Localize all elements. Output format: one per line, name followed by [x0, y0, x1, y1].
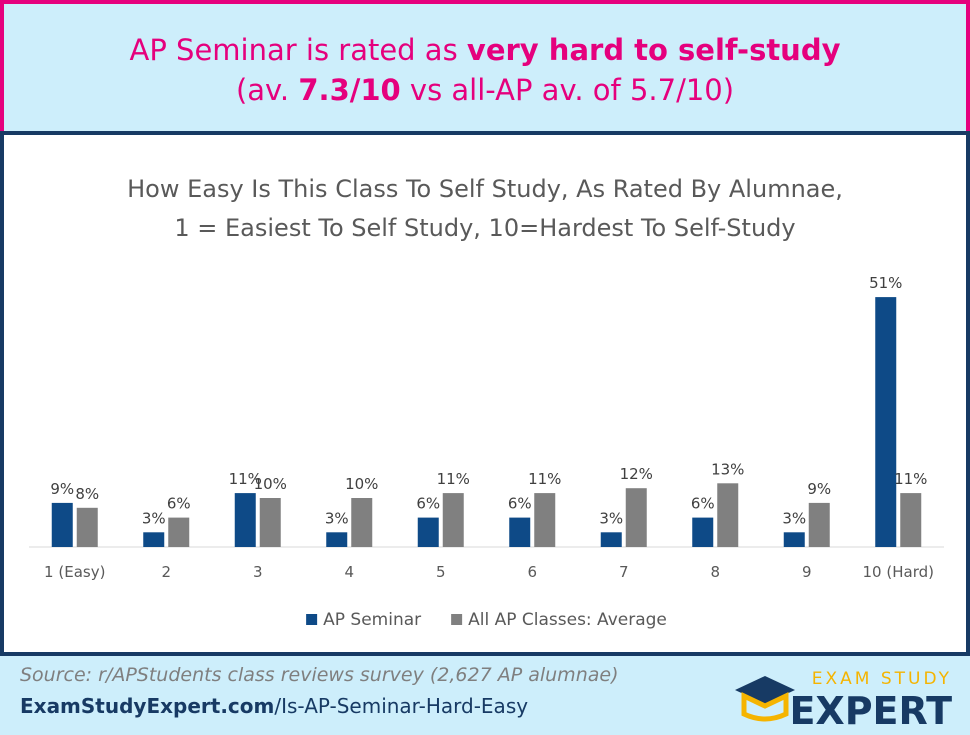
bar — [534, 493, 556, 547]
value-label: 6% — [167, 495, 191, 513]
x-tick-label: 4 — [344, 563, 354, 581]
chart-box: How Easy Is This Class To Self Study, As… — [0, 131, 970, 656]
bar — [51, 502, 73, 547]
bar — [783, 532, 805, 547]
headline-text: vs all-AP av. of 5.7/10) — [400, 73, 735, 107]
value-label: 9% — [50, 480, 74, 498]
legend-swatch — [306, 614, 318, 625]
link-path[interactable]: /Is-AP-Seminar-Hard-Easy — [274, 694, 529, 718]
headline-emphasis: 7.3/10 — [298, 73, 401, 107]
headline-text: (av. — [235, 73, 299, 107]
banner: AP Seminar is rated as very hard to self… — [0, 0, 970, 131]
value-label: 9% — [807, 480, 831, 498]
legend-label: All AP Classes: Average — [468, 610, 667, 630]
bar — [168, 517, 190, 547]
bar — [259, 498, 281, 547]
link[interactable]: ExamStudyExpert.com/Is-AP-Seminar-Hard-E… — [20, 694, 528, 718]
chart-title: How Easy Is This Class To Self Study, As… — [127, 175, 843, 203]
bar — [509, 517, 531, 547]
value-label: 11% — [229, 470, 262, 488]
value-label: 11% — [528, 470, 561, 488]
bar — [717, 483, 739, 547]
bar — [76, 507, 98, 547]
headline: AP Seminar is rated as very hard to self… — [4, 30, 966, 70]
x-tick-label: 6 — [527, 563, 537, 581]
footer: Source: r/APStudents class reviews surve… — [0, 656, 970, 735]
logo-cap-base — [741, 692, 789, 722]
x-tick-label: 7 — [619, 563, 629, 581]
chart: How Easy Is This Class To Self Study, As… — [29, 175, 944, 630]
x-tick-label: 2 — [161, 563, 171, 581]
value-label: 6% — [508, 495, 532, 513]
bar — [625, 488, 647, 547]
value-label: 51% — [869, 274, 902, 292]
legend-label: AP Seminar — [323, 610, 421, 630]
value-label: 10% — [345, 475, 378, 493]
value-label: 11% — [894, 470, 927, 488]
value-label: 6% — [691, 495, 715, 513]
value-label: 12% — [620, 465, 653, 483]
logo-top: EXAM STUDY — [812, 669, 952, 689]
value-label: 10% — [254, 475, 287, 493]
chart-title: 1 = Easiest To Self Study, 10=Hardest To… — [174, 214, 795, 242]
value-label: 6% — [416, 495, 440, 513]
logo-main: EXPERT — [789, 689, 952, 732]
x-tick-label: 10 (Hard) — [863, 563, 934, 581]
bar — [692, 517, 714, 547]
source: Source: r/APStudents class reviews surve… — [20, 664, 619, 686]
bar — [143, 532, 165, 547]
headline-sub: (av. 7.3/10 vs all-AP av. of 5.7/10) — [4, 70, 966, 110]
value-label: 3% — [325, 509, 349, 527]
x-tick-label: 5 — [436, 563, 446, 581]
value-label: 3% — [782, 509, 806, 527]
bar — [442, 493, 464, 547]
bar — [875, 297, 897, 547]
bar — [326, 532, 348, 547]
headline-text: AP Seminar is rated as — [129, 33, 467, 67]
x-tick-label: 3 — [253, 563, 263, 581]
value-label: 8% — [75, 485, 99, 503]
bar — [808, 502, 830, 547]
value-label: 13% — [711, 460, 744, 478]
legend-swatch — [451, 614, 463, 625]
value-label: 3% — [142, 509, 166, 527]
headline-emphasis: very hard to self-study — [466, 33, 841, 67]
x-tick-label: 8 — [710, 563, 720, 581]
x-tick-label: 1 (Easy) — [44, 563, 105, 581]
bar — [351, 498, 373, 547]
value-label: 3% — [599, 509, 623, 527]
bar — [600, 532, 622, 547]
logo: EXAM STUDY EXPERT — [735, 669, 952, 732]
bar — [900, 493, 922, 547]
link-domain[interactable]: ExamStudyExpert.com — [20, 694, 275, 718]
bar — [234, 493, 256, 547]
value-label: 11% — [437, 470, 470, 488]
bar — [417, 517, 439, 547]
x-tick-label: 9 — [802, 563, 812, 581]
